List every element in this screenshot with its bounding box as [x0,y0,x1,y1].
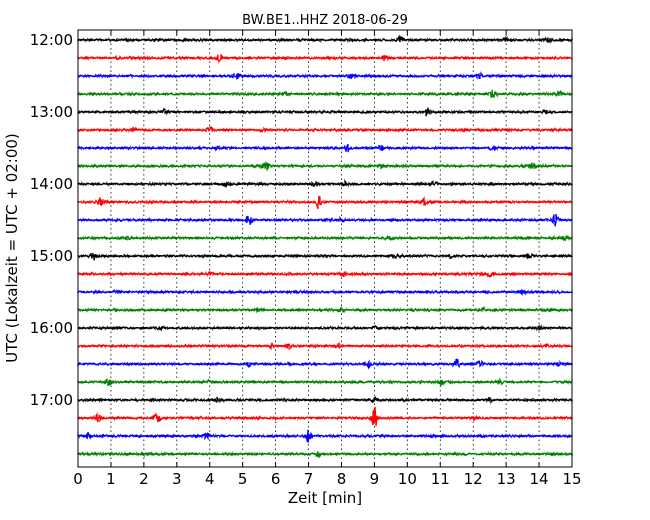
x-tick-label: 2 [139,470,149,488]
x-tick-label: 1 [106,470,116,488]
plot-frame [77,29,573,468]
y-tick-label: 17:00 [30,391,73,409]
seismic-trace [77,160,573,171]
seismic-trace [77,323,573,332]
y-tick-label: 14:00 [30,175,73,193]
grid-lines [110,30,540,467]
x-tick-label: 10 [398,470,417,488]
seismic-trace [77,34,573,45]
seismic-trace [77,406,573,427]
x-tick-label: 15 [562,470,581,488]
seismic-trace [77,429,573,443]
seismic-trace [77,270,573,278]
x-tick-label: 12 [464,470,483,488]
y-tick-label: 16:00 [30,319,73,337]
seismic-trace [77,71,573,81]
seismic-trace [77,305,573,314]
y-tick-label: 13:00 [30,103,73,121]
x-tick-label: 3 [172,470,182,488]
seismic-trace [77,358,573,370]
seismic-trace [77,107,573,117]
x-tick-label: 14 [530,470,549,488]
x-tick-label: 9 [370,470,380,488]
x-tick-label: 0 [73,470,83,488]
x-axis-label: Zeit [min] [288,489,362,507]
chart-title: BW.BE1..HHZ 2018-06-29 [242,13,408,28]
seismic-trace [77,377,573,387]
y-tick-label: 15:00 [30,247,73,265]
y-tick-label: 12:00 [30,31,73,49]
seismic-trace [77,213,573,227]
seismic-trace [77,143,573,153]
seismic-trace [77,451,573,459]
x-tick-label: 8 [337,470,347,488]
x-tick-label: 5 [238,470,248,488]
seismic-trace [77,89,573,99]
trace-lines [77,34,573,459]
seismic-trace [77,396,573,405]
x-tick-label: 6 [271,470,281,488]
seismic-trace [77,341,573,351]
x-tick-label: 13 [497,470,516,488]
seismic-trace [77,288,573,296]
seismic-trace [77,234,573,242]
y-axis-label: UTC (Lokalzeit = UTC + 02:00) [3,133,21,363]
seismic-trace [77,195,573,210]
seismic-trace [77,54,573,64]
x-tick-label: 7 [304,470,314,488]
x-tick-label: 4 [205,470,215,488]
seismic-trace [77,252,573,261]
seismic-trace [77,126,573,134]
x-tick-label: 11 [431,470,450,488]
seismic-trace [77,178,573,188]
axis-ticks: 0 1 2 3 4 5 6 7 8 9 10 11 12 13 14 1512:0013:0014:0015:… [30,30,582,488]
